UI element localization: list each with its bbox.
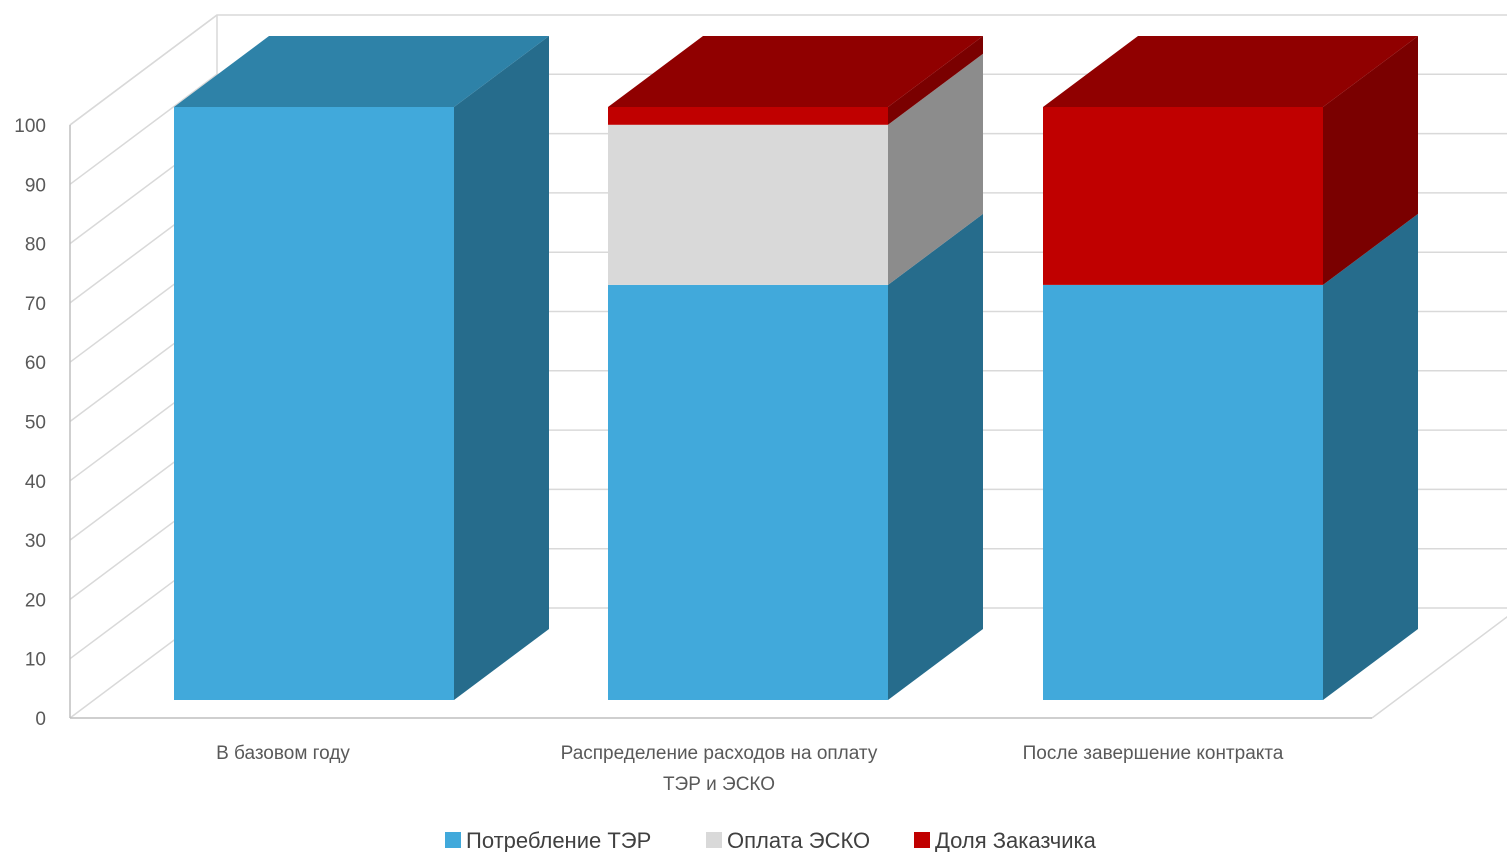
y-tick-label: 0 [35,709,46,730]
legend-item: Доля Заказчика [914,828,1097,852]
bar-group [1043,36,1418,700]
legend-item: Оплата ЭСКО [706,828,870,852]
bar-segment-front [174,107,454,700]
legend-swatch [706,832,722,848]
legend-label: Доля Заказчика [935,828,1097,852]
y-tick-label: 20 [25,590,46,611]
bar-segment-side [1323,36,1418,285]
legend-label: Потребление ТЭР [466,828,651,852]
bar-segment-front [608,284,888,700]
gridline [69,14,1507,126]
y-tick-label: 30 [25,531,46,552]
y-tick-label: 90 [25,175,46,196]
y-tick-label: 60 [25,353,46,374]
bar-segment-front [608,107,888,125]
bar-group [174,36,549,700]
x-category-label: После завершение контракта [1023,743,1284,764]
bar-segment-side [888,213,983,700]
legend-swatch [445,832,461,848]
y-axis: 0 10 20 30 40 50 60 70 80 90 100 [14,116,1372,730]
bar-segment-top [174,36,549,107]
x-category-label: ТЭР и ЭСКО [663,774,775,795]
bar-group [608,36,983,700]
y-tick-label: 40 [25,472,46,493]
y-tick-label: 70 [25,294,46,315]
legend-label: Оплата ЭСКО [727,828,870,852]
y-tick-label: 80 [25,235,46,256]
bar-segment-front [1043,107,1323,285]
bar-segment-side [1323,213,1418,700]
bar-segment-side [888,53,983,285]
bar-segment-top [1043,36,1418,107]
bar-segment-side [888,36,983,125]
x-axis: В базовом году Распределение расходов на … [216,743,1284,795]
y-tick-label: 50 [25,413,46,434]
bar-segment-side [454,36,549,700]
y-tick-label: 100 [14,116,46,137]
bar-segment-top [608,36,983,107]
bars [174,36,1418,700]
floor-right-edge [1371,616,1507,719]
gridline [69,73,1507,185]
legend-swatch [914,832,930,848]
legend-item: Потребление ТЭР [445,828,651,852]
bar-segment-front [608,124,888,285]
bar-segment-front [1043,284,1323,700]
legend: Потребление ТЭР Оплата ЭСКО Доля Заказчика [445,828,1097,852]
x-category-label: В базовом году [216,743,350,764]
x-category-label: Распределение расходов на оплату [561,743,878,764]
y-tick-label: 10 [25,650,46,671]
